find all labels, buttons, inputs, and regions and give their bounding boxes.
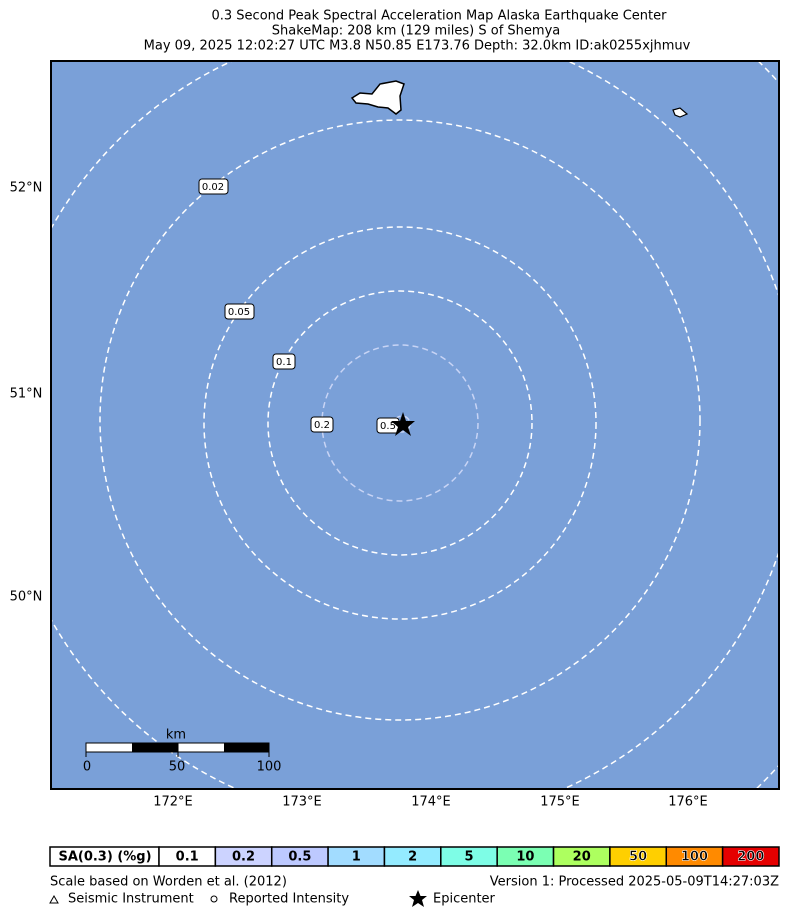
contour-label: 0.1 [276, 357, 292, 368]
footer-left: Scale based on Worden et al. (2012) [50, 875, 287, 890]
instrument-icon [49, 894, 59, 904]
contour-label: 0.05 [228, 307, 250, 318]
subtitle: ShakeMap: 208 km (129 miles) S of Shemya [272, 24, 560, 39]
lat-label: 51°N [10, 387, 43, 402]
lon-label: 172°E [153, 795, 193, 810]
lon-label: 173°E [282, 795, 322, 810]
epicenter-star [391, 412, 415, 436]
lat-label: 52°N [10, 181, 43, 196]
contour-label: 0.5 [380, 421, 396, 432]
legend: SA(0.3) (%g) 0.1 0.2 0.5 1 2 5 10 20 50 100 200 [49, 846, 780, 867]
legend-bin-label: 0.1 [176, 850, 199, 865]
key-label: Epicenter [433, 892, 496, 907]
lon-label: 174°E [411, 795, 451, 810]
key-label: Reported Intensity [229, 892, 349, 907]
epicenter-icon [409, 890, 427, 907]
scale-bar: km 0 50 100 [83, 728, 282, 775]
lon-label: 176°E [668, 795, 708, 810]
intensity-icon [210, 895, 218, 903]
legend-bin-label: 10 [516, 850, 534, 865]
island [672, 107, 689, 118]
legend-bin-label: 2 [408, 850, 417, 865]
contour-labels: 0.02 0.05 0.1 0.2 0.5 [198, 178, 400, 434]
map-border [50, 60, 780, 790]
title: 0.3 Second Peak Spectral Acceleration Ma… [212, 9, 668, 24]
footer-right: Version 1: Processed 2025-05-09T14:27:03… [490, 875, 779, 890]
legend-bin-label: 1 [352, 850, 361, 865]
island [350, 80, 405, 115]
legend-bin-label: 5 [464, 850, 473, 865]
lat-label: 50°N [10, 590, 43, 605]
lon-label: 175°E [540, 795, 580, 810]
scale-unit: km [166, 728, 186, 743]
contour-label: 0.2 [314, 420, 330, 431]
scale-tick: 100 [257, 760, 282, 775]
legend-bin-label: 0.2 [232, 850, 255, 865]
legend-bin-label: 50 [629, 850, 647, 865]
map-area [51, 61, 779, 789]
scale-tick: 0 [83, 760, 91, 775]
legend-swatch [721, 846, 780, 867]
legend-bin-label: 100 [681, 850, 708, 865]
contour-label: 0.02 [202, 182, 224, 193]
event-info: May 09, 2025 12:02:27 UTC M3.8 N50.85 E1… [144, 39, 691, 54]
scale-tick: 50 [169, 760, 186, 775]
key-label: Seismic Instrument [68, 892, 194, 907]
legend-bin-label: 0.5 [288, 850, 311, 865]
legend-bin-label: 200 [737, 850, 764, 865]
legend-title: SA(0.3) (%g) [58, 850, 151, 865]
legend-bin-label: 20 [573, 850, 591, 865]
